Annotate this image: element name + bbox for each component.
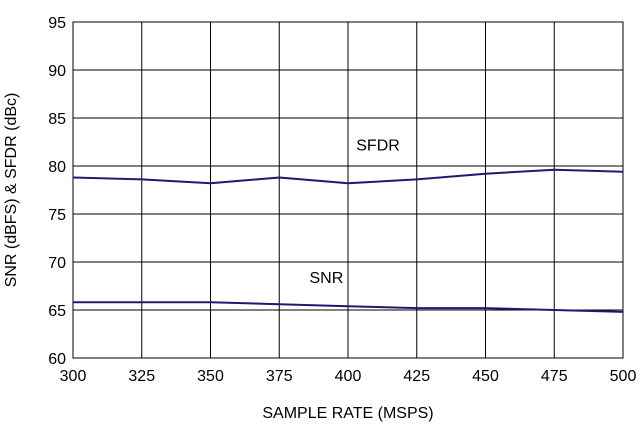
series-line-sfdr xyxy=(72,168,624,185)
series-label-snr: SNR xyxy=(310,270,344,287)
x-tick-label: 450 xyxy=(472,368,499,385)
y-axis-title: SNR (dBFS) & SFDR (dBc) xyxy=(3,93,20,288)
x-tick-label: 325 xyxy=(128,368,155,385)
x-tick-label: 475 xyxy=(541,368,568,385)
x-axis-title: SAMPLE RATE (MSPS) xyxy=(262,405,433,422)
series-label-sfdr: SFDR xyxy=(356,138,400,155)
y-tick-label: 80 xyxy=(48,159,66,176)
y-tick-label: 95 xyxy=(48,15,66,32)
y-tick-label: 90 xyxy=(48,63,66,80)
series-lines xyxy=(72,168,624,313)
x-tick-label: 425 xyxy=(403,368,430,385)
y-tick-label: 85 xyxy=(48,111,66,128)
plot-area-border xyxy=(72,21,624,359)
y-tick-label: 70 xyxy=(48,255,66,272)
x-tick-label: 500 xyxy=(610,368,637,385)
x-tick-label: 350 xyxy=(197,368,224,385)
x-tick-label: 400 xyxy=(335,368,362,385)
series-line-snr xyxy=(73,301,624,313)
x-tick-label: 300 xyxy=(60,368,87,385)
y-tick-label: 65 xyxy=(48,303,66,320)
series-label-background xyxy=(353,134,410,161)
y-tick-label: 75 xyxy=(48,207,66,224)
tick-labels: 60 65 70 75 80 85 90 95 300 325 350 375 400 425 450 475… xyxy=(48,15,636,385)
series-labels: SFDR SNR xyxy=(310,134,410,287)
x-tick-label: 375 xyxy=(266,368,293,385)
y-tick-label: 60 xyxy=(48,351,66,368)
grid xyxy=(72,21,624,359)
